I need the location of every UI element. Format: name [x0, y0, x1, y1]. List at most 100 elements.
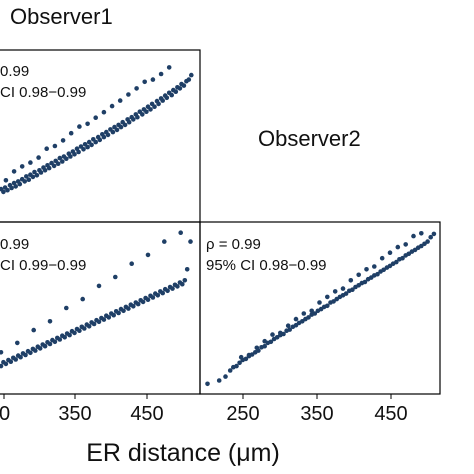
scatter-point [145, 252, 151, 258]
scatter-point [177, 86, 183, 91]
scatter-point [85, 121, 90, 127]
panel-bottom-left-points [0, 230, 193, 369]
scatter-point [381, 267, 387, 273]
scatter-point [395, 244, 401, 250]
scatter-point [160, 98, 165, 103]
scatter-point [121, 308, 126, 314]
scatter-point [169, 92, 174, 98]
panel-top-left-ci: CI 0.98−0.99 [0, 84, 86, 101]
scatter-point [145, 297, 151, 303]
scatter-point [343, 291, 349, 296]
scatter-point [57, 155, 63, 161]
scatter-point [152, 104, 157, 109]
scatter-point [182, 278, 188, 283]
scatter-point [293, 316, 299, 322]
scatter-point [317, 300, 322, 305]
scatter-point [26, 177, 32, 182]
scatter-point [38, 170, 44, 175]
scatter-point [181, 83, 187, 88]
scatter-point [106, 315, 112, 320]
scatter-point [117, 98, 123, 103]
scatter-point [36, 155, 41, 160]
scatter-point [162, 239, 167, 244]
scatter-point [13, 184, 18, 189]
scatter-point [89, 142, 94, 148]
scatter-point [62, 335, 67, 340]
panel-bottom-right-ci: 95% CI 0.98−0.99 [206, 257, 327, 274]
scatter-point [110, 129, 116, 135]
scatter-point [205, 381, 210, 387]
scatter-point [34, 173, 40, 178]
scatter-point [77, 124, 82, 129]
scatter-point [238, 354, 244, 360]
scatter-point [9, 185, 14, 191]
scatter-point [166, 65, 172, 70]
scatter-point [101, 109, 107, 115]
scatter-point [55, 161, 61, 166]
scatter-point [312, 311, 318, 316]
scatter-point [0, 363, 4, 369]
scatter-point [268, 339, 274, 345]
panel-bottom-left-rho: 0.99 [0, 236, 29, 253]
scatter-point [144, 109, 149, 114]
x-axis-label: ER distance (μm) [86, 439, 280, 467]
scatter-point [237, 360, 242, 366]
x-tick-label-left-450: 450 [130, 403, 163, 425]
scatter-point [28, 350, 33, 356]
scatter-point [11, 169, 17, 174]
scatter-point [82, 326, 87, 331]
scatter-point [51, 163, 57, 169]
scatter-point [91, 321, 97, 327]
scatter-point [186, 77, 192, 82]
scatter-point [64, 305, 69, 311]
scatter-point [72, 330, 77, 336]
scatter-point [156, 101, 161, 107]
scatter-point [170, 286, 175, 291]
scatter-point [131, 117, 136, 122]
scatter-point [93, 139, 98, 145]
scatter-point [189, 72, 194, 78]
scatter-point [47, 319, 53, 324]
scatter-point [114, 127, 120, 133]
scatter-point [184, 267, 190, 272]
scatter-point [52, 339, 58, 345]
scatter-point [116, 310, 121, 316]
scatter-point [234, 363, 239, 369]
scatter-point [19, 164, 25, 169]
scatter-point [270, 332, 275, 337]
observer2-title: Observer2 [258, 126, 361, 151]
scatter-point [30, 174, 36, 180]
scatter-point [348, 278, 354, 283]
scatter-point [285, 323, 291, 329]
scatter-point [67, 332, 72, 338]
scatter-point [243, 356, 249, 362]
scatter-point [105, 132, 111, 138]
scatter-point [188, 239, 193, 244]
scatter-point [113, 274, 118, 280]
scatter-point [126, 92, 131, 97]
scatter-point [101, 317, 107, 322]
scatter-point [64, 156, 69, 161]
scatter-point [28, 160, 33, 165]
scatter-point [52, 143, 58, 149]
scatter-point [254, 345, 260, 351]
scatter-point [122, 122, 128, 128]
scatter-point [334, 296, 340, 302]
scatter-point [278, 330, 283, 336]
scatter-point [23, 352, 28, 358]
scatter-point [85, 144, 90, 150]
panel-bottom-left-frame [0, 221, 201, 395]
scatter-point [140, 299, 146, 305]
scatter-point [47, 341, 53, 347]
scatter-point [428, 234, 434, 240]
scatter-point [80, 296, 85, 302]
scatter-point [13, 357, 18, 362]
scatter-point [372, 264, 377, 269]
scatter-point [142, 79, 147, 85]
scatter-point [3, 178, 9, 183]
scatter-point [96, 319, 102, 325]
scatter-point [0, 350, 4, 355]
scatter-point [287, 327, 293, 332]
scatter-point [400, 255, 405, 261]
scatter-point [57, 337, 63, 342]
